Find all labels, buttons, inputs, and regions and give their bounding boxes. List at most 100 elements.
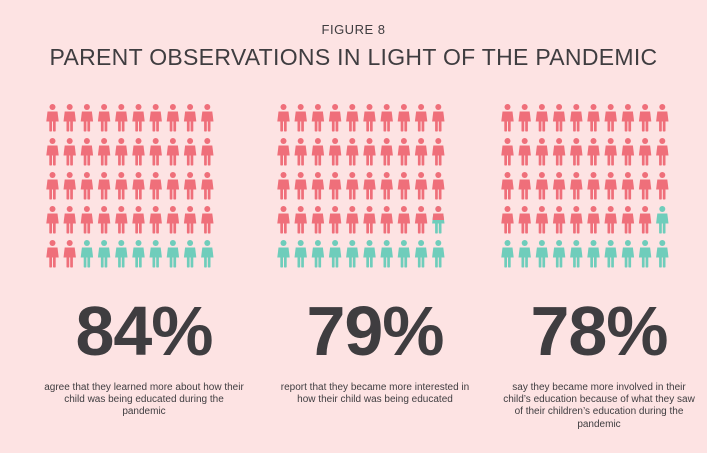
description-more-interested: report that they became more interested …: [280, 382, 470, 406]
person-icon: [149, 104, 162, 132]
person-icon: [501, 240, 514, 268]
person-icon: [380, 104, 393, 132]
person-icon: [328, 172, 342, 200]
person-icon: [46, 172, 59, 200]
person-icon: [183, 172, 197, 200]
person-icon: [201, 206, 214, 234]
person-icon: [132, 104, 145, 132]
person-icon: [397, 138, 411, 166]
percent-more-interested: 79%: [306, 292, 444, 370]
person-icon: [570, 138, 583, 166]
person-icon: [501, 172, 514, 200]
person-icon: [621, 104, 635, 132]
person-icon: [363, 172, 376, 200]
percent-learned-more: 84%: [75, 292, 213, 370]
person-icon: [63, 172, 76, 200]
person-icon: [80, 104, 94, 132]
person-icon: [501, 138, 514, 166]
person-icon: [432, 240, 445, 268]
person-icon: [328, 104, 342, 132]
person-icon: [294, 138, 307, 166]
person-icon: [132, 138, 145, 166]
person-icon: [518, 172, 531, 200]
person-icon: [501, 206, 514, 234]
person-icon: [656, 104, 669, 132]
person-icon: [552, 104, 566, 132]
person-icon: [621, 240, 635, 268]
person-icon: [80, 240, 94, 268]
person-icon: [552, 240, 566, 268]
person-icon: [80, 172, 94, 200]
person-icon: [621, 206, 635, 234]
panel-more-interested: 79% report that they became more interes…: [275, 100, 475, 405]
person-icon: [587, 172, 600, 200]
person-icon: [656, 138, 669, 166]
pictograph-learned-more: [46, 104, 214, 268]
person-icon: [604, 206, 617, 234]
person-icon: [346, 206, 359, 234]
person-icon: [380, 206, 393, 234]
person-icon: [638, 138, 652, 166]
person-icon: [201, 172, 214, 200]
person-icon: [132, 206, 145, 234]
person-icon: [166, 138, 180, 166]
person-icon: [535, 172, 549, 200]
person-icon: [380, 240, 393, 268]
person-icon: [311, 138, 325, 166]
person-icon: [115, 138, 128, 166]
pictograph-more-interested: [277, 104, 445, 268]
panel-more-involved: 78% say they became more involved in the…: [499, 100, 699, 430]
person-icon: [294, 206, 307, 234]
person-icon: [587, 138, 600, 166]
person-icon: [570, 240, 583, 268]
person-icon: [166, 206, 180, 234]
person-icon: [518, 104, 531, 132]
person-icon: [397, 104, 411, 132]
person-icon: [46, 138, 59, 166]
person-icon: [432, 138, 445, 166]
person-icon: [397, 172, 411, 200]
description-learned-more: agree that they learned more about how t…: [44, 382, 244, 418]
person-icon: [277, 138, 290, 166]
person-icon: [311, 206, 325, 234]
person-icon: [63, 104, 76, 132]
person-icon: [656, 240, 669, 268]
person-icon: [552, 206, 566, 234]
person-icon: [587, 206, 600, 234]
figure-label: FIGURE 8: [321, 22, 386, 37]
person-icon: [97, 206, 111, 234]
person-icon: [311, 104, 325, 132]
person-icon: [501, 104, 514, 132]
person-icon: [414, 172, 428, 200]
person-icon: [294, 104, 307, 132]
person-icon: [97, 104, 111, 132]
person-icon: [535, 240, 549, 268]
person-icon: [518, 240, 531, 268]
person-icon: [328, 240, 342, 268]
person-icon: [432, 172, 445, 200]
person-icon: [183, 104, 197, 132]
person-icon: [414, 138, 428, 166]
person-icon: [346, 138, 359, 166]
person-icon: [115, 104, 128, 132]
person-icon: [552, 138, 566, 166]
person-icon: [115, 240, 128, 268]
person-icon: [201, 138, 214, 166]
person-icon: [621, 138, 635, 166]
person-icon: [432, 206, 445, 234]
description-more-involved: say they became more involved in their c…: [503, 382, 695, 430]
person-icon: [363, 206, 376, 234]
person-icon: [638, 104, 652, 132]
person-icon: [656, 172, 669, 200]
person-icon: [432, 104, 445, 132]
person-icon: [201, 240, 214, 268]
person-icon: [535, 138, 549, 166]
person-icon: [277, 172, 290, 200]
person-icon: [80, 138, 94, 166]
person-icon: [166, 104, 180, 132]
person-icon: [363, 138, 376, 166]
person-icon: [552, 172, 566, 200]
pictograph-more-involved: [501, 104, 669, 268]
person-icon: [638, 240, 652, 268]
person-icon: [149, 172, 162, 200]
